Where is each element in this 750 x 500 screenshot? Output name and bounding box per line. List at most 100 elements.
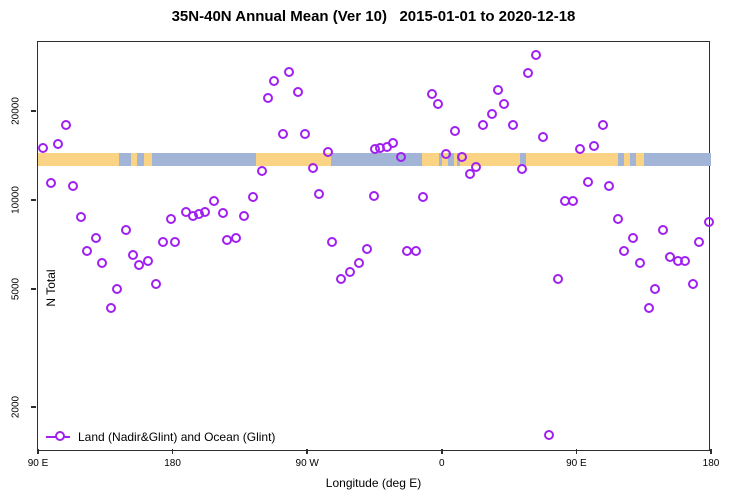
data-point [217,208,228,219]
data-point [464,168,475,179]
data-point [307,162,318,173]
data-point [165,213,176,224]
band-segment-land [38,153,119,166]
legend-line-sample [46,431,70,442]
data-point [247,191,258,202]
data-point [410,245,421,256]
data-point [170,236,181,247]
data-point [277,128,288,139]
data-point [588,140,599,151]
data-point [650,283,661,294]
legend-marker-icon [55,431,65,442]
band-segment-land [422,153,439,166]
y-tick-label: 5000 [10,277,22,301]
data-point [354,258,365,269]
band-segment-ocean [519,153,526,166]
data-point [345,266,356,277]
data-point [336,273,347,284]
data-point [657,224,668,235]
chart-title: 35N-40N Annual Mean (Ver 10) 2015-01-01 … [171,8,576,25]
data-point [508,119,519,130]
data-point [369,190,379,201]
data-point [693,236,704,247]
data-point [268,76,279,87]
band-segment-ocean [151,153,257,166]
band-segment-ocean [331,153,423,166]
x-tick [575,449,578,454]
band-segment-land [525,153,619,166]
data-point [517,163,528,174]
y-tick [31,199,36,201]
band-segment-ocean [643,153,711,166]
data-point [597,120,608,131]
legend: Land (Nadir&Glint) and Ocean (Glint) [46,430,276,444]
data-point [262,92,273,103]
x-tick [306,449,308,454]
data-point [96,258,107,269]
data-point [635,258,646,269]
data-point [75,212,86,223]
data-point [238,210,249,221]
data-point [292,87,303,98]
data-point [499,98,510,109]
data-point [158,236,169,247]
band-segment-land [130,153,137,166]
band-segment-land [624,153,631,166]
data-point [256,165,267,176]
data-point [478,120,489,131]
data-point [704,216,714,227]
plot-area: 90 E 180 90 W 0 90 E 180 2000 5000 10000 20000 L… [11,41,719,469]
data-point [45,177,56,188]
data-point [537,131,548,142]
data-point [283,67,294,78]
band-segment-ocean [118,153,131,166]
data-point [313,189,324,200]
y-tick [31,288,36,290]
data-point [644,302,655,313]
data-point [38,143,49,154]
data-point [143,255,154,266]
data-point [90,233,101,244]
x-tick [710,449,712,454]
data-point [543,430,554,441]
legend-label: Land (Nadir&Glint) and Ocean (Glint) [78,430,276,444]
data-point [440,148,451,159]
y-tick [31,406,36,408]
data-point [457,152,468,163]
band-segment-land [441,153,448,166]
data-point [433,98,444,109]
x-tick-label: 180 [702,458,720,469]
data-point [530,50,541,61]
data-point [327,236,338,247]
data-point [111,283,122,294]
y-axis-title: N Total [44,269,58,307]
x-tick [37,449,39,454]
y-tick-label: 10000 [10,186,22,214]
band-segment-land [144,153,152,166]
band-segment-ocean [618,153,625,166]
y-tick-label: 20000 [10,96,22,125]
data-point [470,161,481,172]
x-tick [441,449,443,454]
data-point [120,224,131,235]
band-segment-land [256,153,332,166]
band-segment-land [453,153,457,166]
band-segment-ocean [630,153,637,166]
data-point [582,176,593,187]
y-tick-label: 2000 [10,395,22,419]
data-point [361,244,372,255]
x-tick-label: 90 E [566,458,587,469]
data-point [487,108,498,119]
data-point [388,138,399,149]
data-point [395,152,406,163]
band-segment-ocean [136,153,145,166]
data-point [418,191,429,202]
data-point [60,120,71,131]
data-point [105,302,116,313]
band-segment-land [459,153,520,166]
data-point [134,260,145,271]
data-point [128,249,139,260]
x-tick [171,449,174,454]
x-tick-label: 90 W [295,458,319,469]
